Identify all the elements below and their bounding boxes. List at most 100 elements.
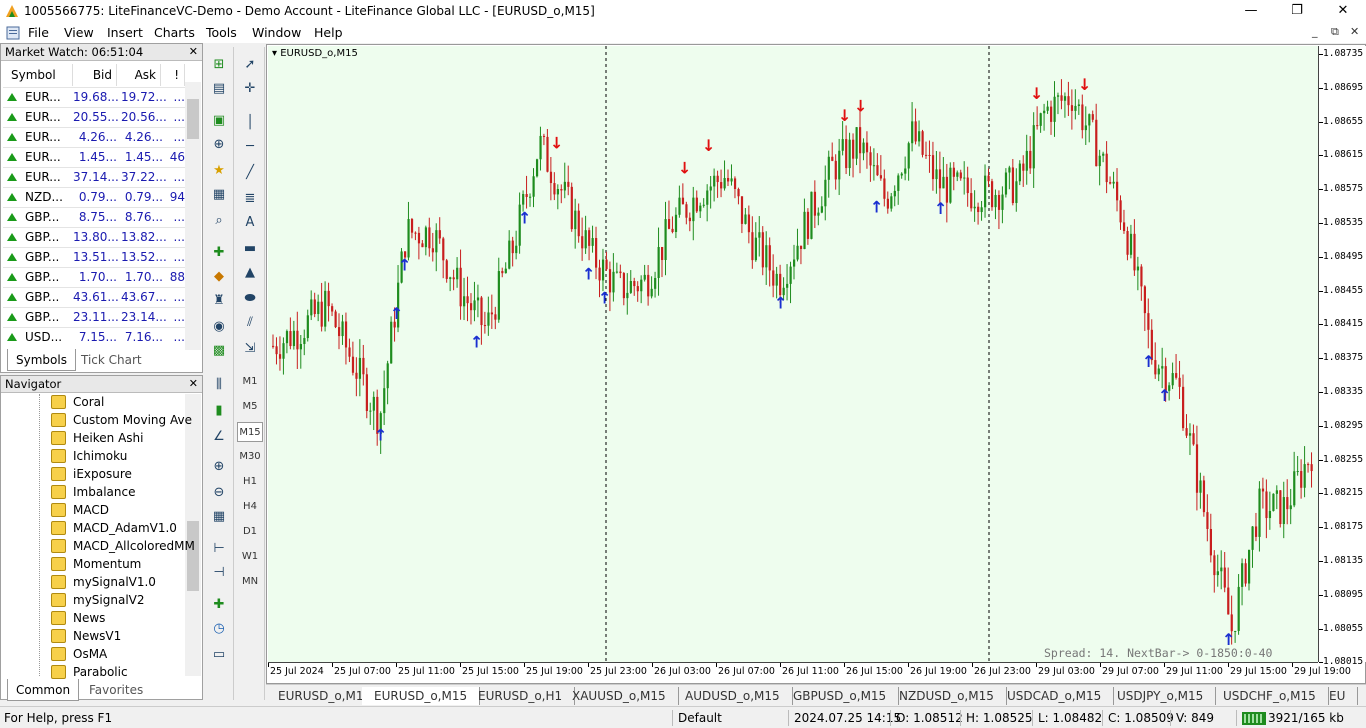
market-watch-scrollbar[interactable]	[185, 82, 201, 350]
col-bid[interactable]: Bid	[73, 64, 117, 86]
new-order-icon[interactable]: ✚	[213, 245, 225, 260]
chart-tab[interactable]: EU	[1317, 687, 1359, 705]
templates-icon[interactable]: ▭	[212, 647, 226, 662]
chart-tab[interactable]: AUDUSD_o,M15	[673, 687, 793, 705]
chart-tab[interactable]: USDCAD_o,M15	[995, 687, 1115, 705]
timeframe-d1[interactable]: D1	[242, 526, 258, 537]
price-axis[interactable]: 1.08735 1.08695 1.08655 1.08615 1.08575 1.085…	[1318, 46, 1366, 667]
menu-tools[interactable]: Tools	[206, 25, 237, 40]
close-button[interactable]: ✕	[1337, 3, 1349, 18]
signals-icon[interactable]: ◉	[213, 319, 225, 334]
periods-icon[interactable]: ◷	[213, 621, 225, 636]
market-watch-close-icon[interactable]: ✕	[188, 45, 198, 58]
line-chart-icon[interactable]: ∠	[213, 429, 225, 444]
chart-tab[interactable]: GBPUSD_o,M15	[781, 687, 900, 705]
crosshair-icon[interactable]: ✛	[244, 81, 256, 96]
triangle-icon[interactable]: ▲	[245, 265, 255, 280]
timeframe-m5[interactable]: M5	[242, 401, 258, 412]
autotrading-icon[interactable]: ♜	[213, 293, 225, 308]
mdi-close-button[interactable]: ✕	[1350, 25, 1360, 38]
market-watch-row[interactable]: GBP... 23.11... 23.14......	[3, 307, 185, 327]
market-watch-panel: Market Watch: 06:51:04 ✕ Symbol Bid Ask …	[0, 43, 203, 373]
terminal-icon[interactable]: ▦	[212, 187, 226, 202]
timeframe-w1[interactable]: W1	[241, 551, 259, 562]
mdi-restore-button[interactable]: ⧉	[1331, 25, 1339, 38]
tab-symbols[interactable]: Symbols	[7, 349, 76, 371]
vertical-line-icon[interactable]: │	[246, 115, 254, 130]
metaeditor-icon[interactable]: ◆	[214, 269, 224, 284]
chart-plot-area[interactable]: ↑↑↑↑↑↑↑↑↑↑↑↑↑↓↓↓↓↓↓↓↓	[268, 46, 1318, 662]
menu-window[interactable]: Window	[252, 25, 302, 40]
restore-button[interactable]: ❐	[1291, 3, 1303, 18]
chart-shift-icon[interactable]: ⊢	[213, 541, 225, 556]
timeframe-h1[interactable]: H1	[243, 476, 257, 487]
document-icon[interactable]	[5, 25, 21, 41]
chart-tab[interactable]: EURUSD_o,M1	[266, 687, 377, 705]
col-ask[interactable]: Ask	[117, 64, 161, 86]
market-watch-row[interactable]: GBP... 1.70... 1.70... 88	[3, 267, 185, 287]
fibonacci-icon[interactable]: ≣	[244, 191, 256, 206]
chart-tab[interactable]: XAUUSD_o,M15	[560, 687, 679, 705]
menu-view[interactable]: View	[64, 25, 94, 40]
market-watch-row[interactable]: GBP... 13.51... 13.52......	[3, 247, 185, 267]
chart-tab[interactable]: USDJPY_o,M15	[1105, 687, 1217, 705]
auto-scroll-icon[interactable]: ⊣	[213, 565, 225, 580]
new-chart-icon[interactable]: ⊞	[213, 57, 225, 72]
tab-favorites[interactable]: Favorites	[89, 683, 144, 697]
ellipse-icon[interactable]: ⬬	[244, 291, 256, 306]
options-icon[interactable]: ▩	[212, 343, 226, 358]
tab-tick-chart[interactable]: Tick Chart	[81, 353, 142, 367]
navigator-close-icon[interactable]: ✕	[188, 377, 198, 390]
strategy-tester-icon[interactable]: ⌕	[215, 213, 223, 228]
indicators-icon[interactable]: ✚	[213, 597, 225, 612]
timeframe-m30[interactable]: M30	[239, 451, 261, 462]
menu-file[interactable]: File	[28, 25, 49, 40]
market-watch-row[interactable]: GBP... 8.75... 8.76......	[3, 207, 185, 227]
market-watch-row[interactable]: NZD... 0.79... 0.79... 94	[3, 187, 185, 207]
data-window-icon[interactable]: ⊕	[213, 137, 225, 152]
chart-tab[interactable]: EURUSD_o,M15	[362, 687, 481, 705]
text-icon[interactable]: A	[245, 215, 255, 230]
status-profile[interactable]: Default	[678, 711, 722, 725]
col-spread[interactable]: !	[161, 64, 185, 86]
navigator-scroll-thumb[interactable]	[187, 521, 199, 591]
arrows-icon[interactable]: ⇲	[244, 341, 256, 356]
market-watch-row[interactable]: EUR... 20.55... 20.56......	[3, 107, 185, 127]
chart-tab[interactable]: EURUSD_o,H1	[466, 687, 576, 705]
timeframe-mn[interactable]: MN	[241, 576, 259, 587]
minimize-button[interactable]: —	[1244, 3, 1258, 18]
zoom-in-icon[interactable]: ⊕	[213, 459, 225, 474]
menu-charts[interactable]: Charts	[154, 25, 195, 40]
bar-chart-icon[interactable]: ⫼	[216, 377, 222, 392]
menu-insert[interactable]: Insert	[107, 25, 143, 40]
market-watch-row[interactable]: GBP... 13.80... 13.82......	[3, 227, 185, 247]
chart-tab[interactable]: NZDUSD_o,M15	[887, 687, 1007, 705]
candlestick-icon[interactable]: ▮	[215, 403, 223, 418]
channel-icon[interactable]: ⫽	[247, 315, 253, 330]
market-watch-row[interactable]: EUR... 4.26... 4.26......	[3, 127, 185, 147]
market-watch-row[interactable]: USD... 7.15... 7.16......	[3, 327, 185, 347]
profiles-icon[interactable]: ▤	[212, 81, 226, 96]
mdi-minimize-button[interactable]: _	[1312, 25, 1318, 38]
zoom-out-icon[interactable]: ⊖	[213, 485, 225, 500]
timeframe-m15[interactable]: M15	[237, 422, 263, 442]
col-symbol[interactable]: Symbol	[3, 64, 73, 86]
trendline-icon[interactable]: ╱	[246, 165, 254, 180]
chart-tab[interactable]: USDCHF_o,M15	[1211, 687, 1329, 705]
cursor-icon[interactable]: ➚	[244, 57, 256, 72]
market-watch-icon[interactable]: ▣	[212, 113, 226, 128]
market-watch-row[interactable]: EUR... 37.14... 37.22......	[3, 167, 185, 187]
menu-help[interactable]: Help	[314, 25, 343, 40]
time-axis[interactable]: 25 Jul 2024 25 Jul 07:00 25 Jul 11:00 25 Ju…	[268, 662, 1351, 682]
navigator-icon[interactable]: ★	[213, 163, 225, 178]
market-watch-row[interactable]: GBP... 43.61... 43.67......	[3, 287, 185, 307]
rectangle-icon[interactable]: ▬	[243, 241, 257, 256]
timeframe-m1[interactable]: M1	[242, 376, 258, 387]
market-watch-scroll-thumb[interactable]	[187, 99, 199, 139]
timeframe-h4[interactable]: H4	[243, 501, 257, 512]
market-watch-row[interactable]: EUR... 19.68... 19.72......	[3, 87, 185, 107]
market-watch-row[interactable]: EUR... 1.45... 1.45... 46	[3, 147, 185, 167]
tab-common[interactable]: Common	[7, 679, 80, 701]
horizontal-line-icon[interactable]: ─	[246, 139, 254, 154]
tile-windows-icon[interactable]: ▦	[212, 509, 226, 524]
